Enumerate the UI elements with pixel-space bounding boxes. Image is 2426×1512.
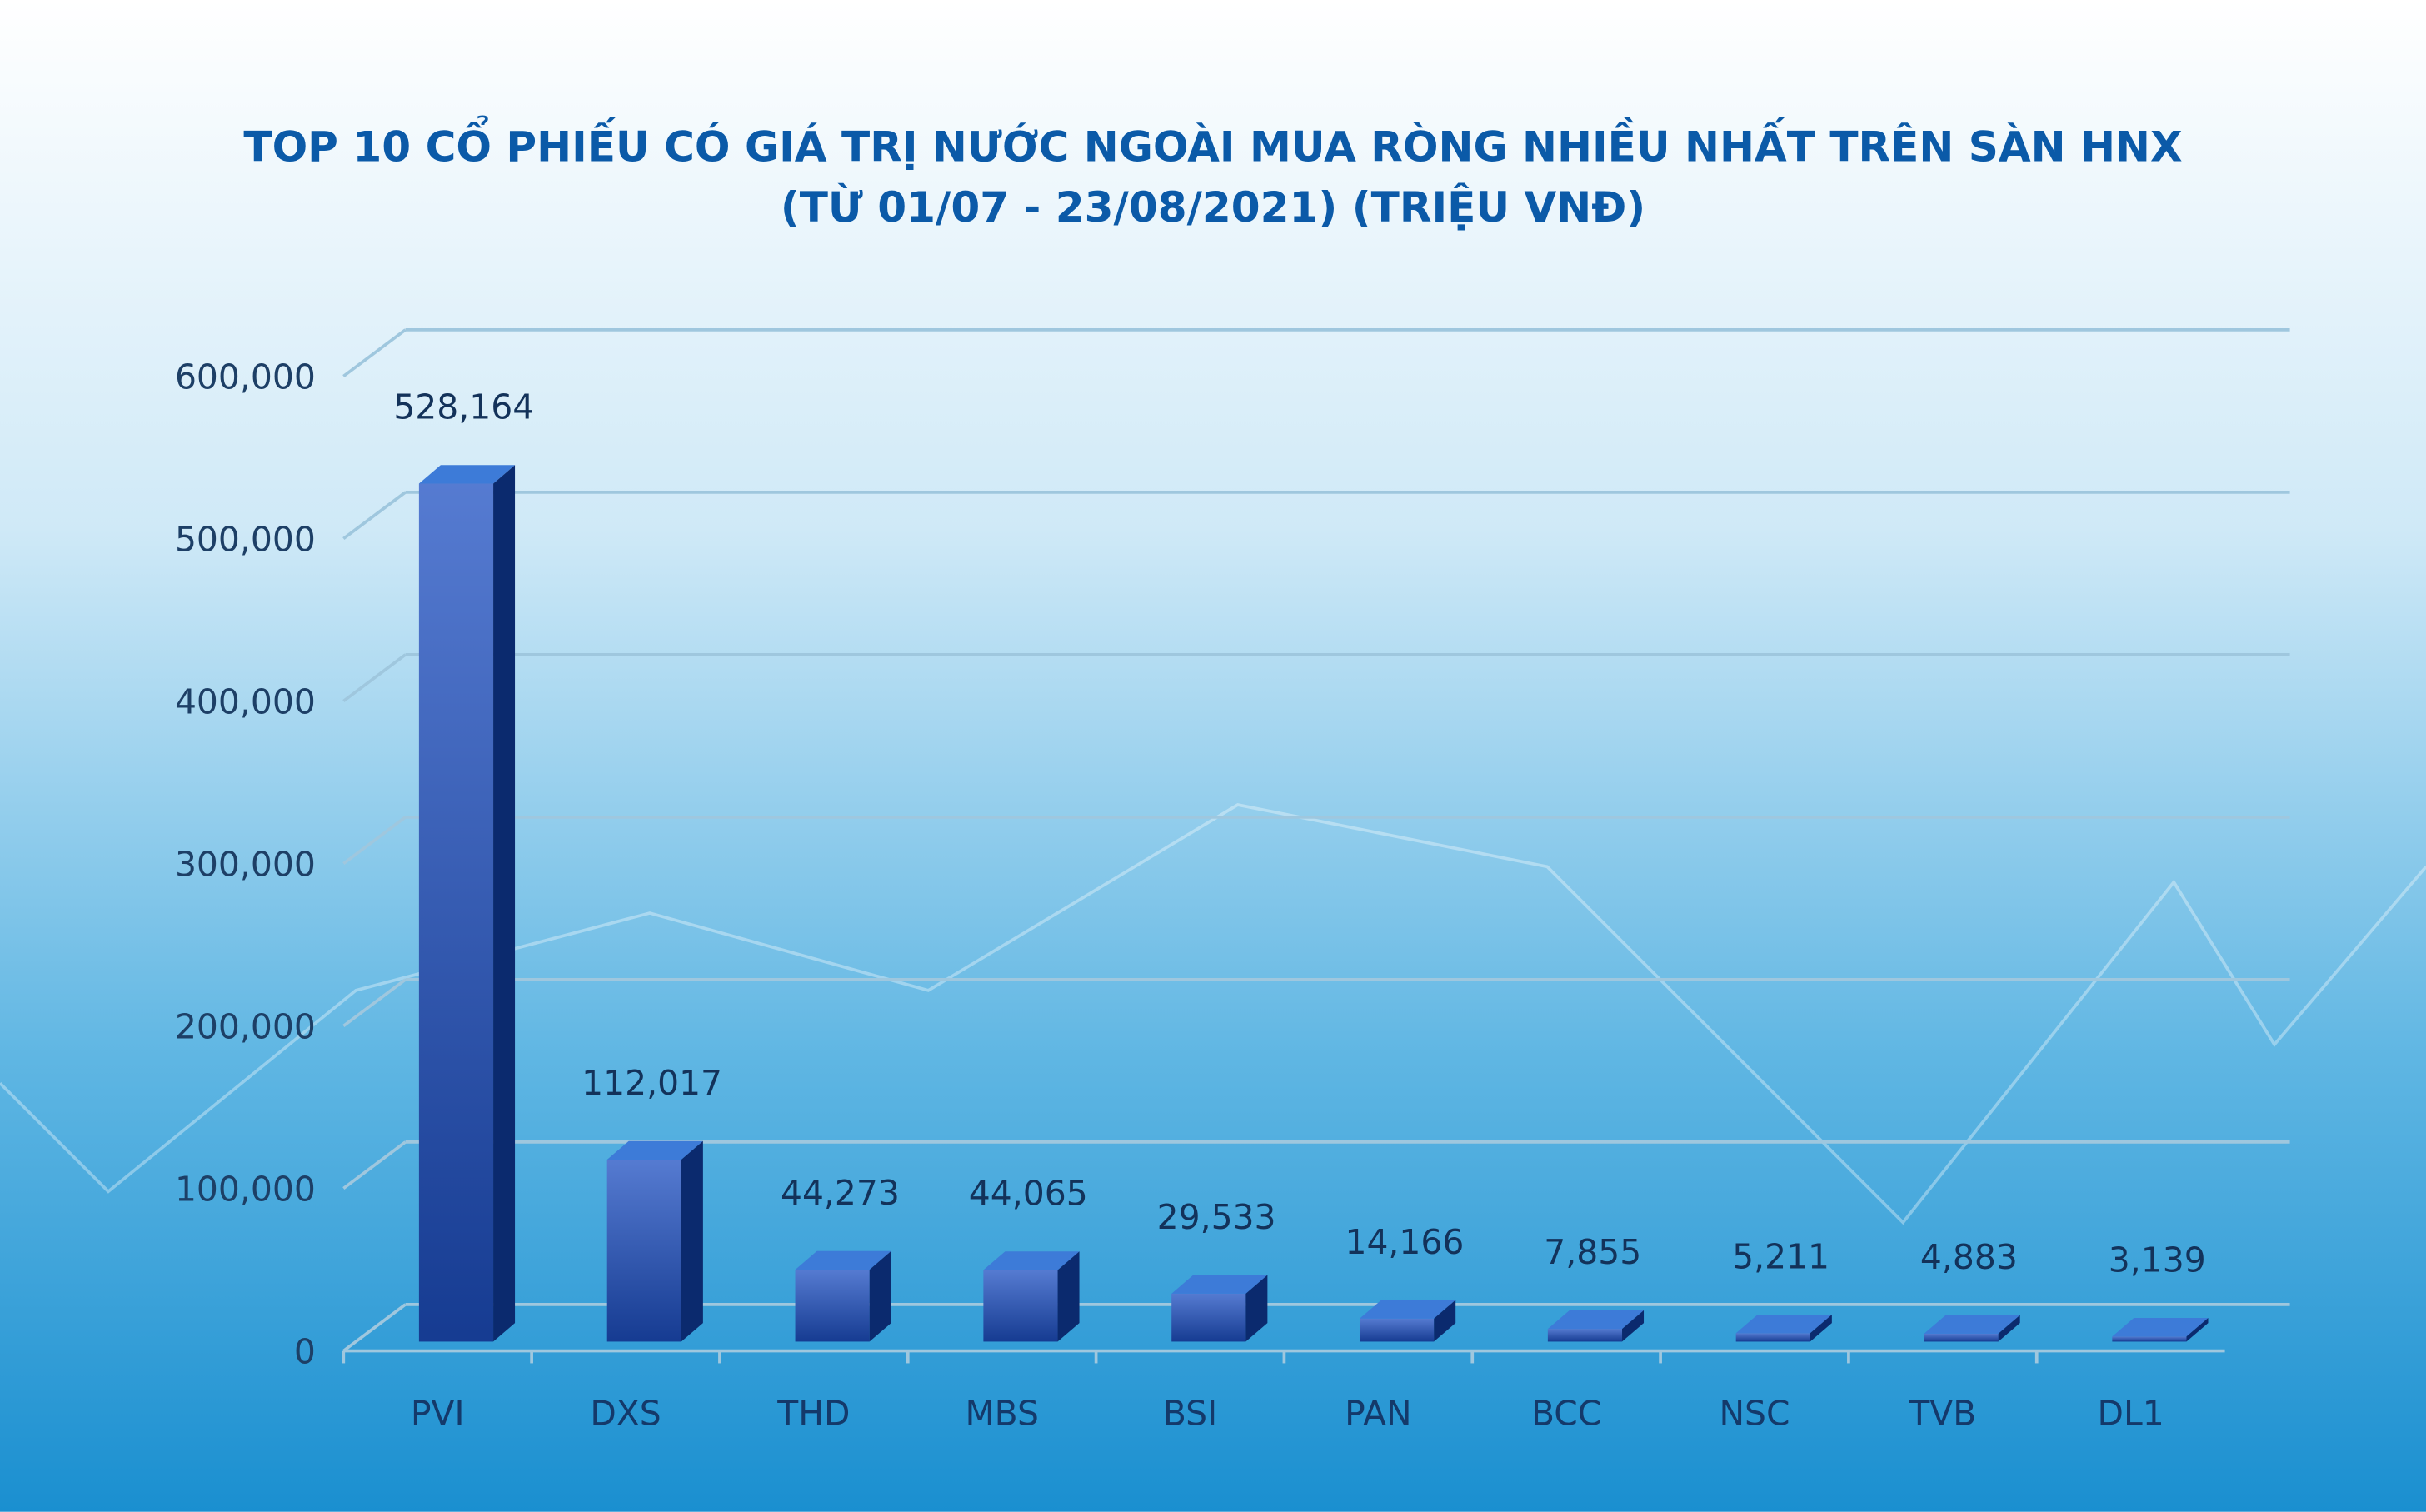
x-tick-label: PAN [1345, 1394, 1412, 1434]
x-tick-label: MBS [965, 1394, 1038, 1434]
bar [1547, 1310, 1645, 1342]
bar-shade [418, 483, 494, 1342]
plot: 0 100,000 200,000 300,000 400,000 500,000 600,… [175, 327, 2290, 1434]
bar-shade [1547, 1329, 1623, 1342]
y-tick-label: 500,000 [175, 519, 316, 559]
bar [418, 465, 516, 1342]
x-tick-label: NSC [1720, 1394, 1790, 1434]
bar [1171, 1275, 1268, 1342]
value-label: 5,211 [1732, 1236, 1829, 1276]
bar-side [1434, 1300, 1456, 1342]
y-tick-label: 100,000 [175, 1169, 316, 1209]
bar-shade [1924, 1333, 1999, 1342]
bar-side [869, 1250, 891, 1342]
grid-line-depth [342, 1303, 407, 1353]
value-label: 112,017 [582, 1063, 722, 1103]
bar-shade [1171, 1293, 1246, 1342]
bar [1735, 1314, 1832, 1342]
x-tick-label: BCC [1531, 1394, 1601, 1434]
bar-side [1998, 1315, 2020, 1342]
y-tick-label: 0 [294, 1331, 316, 1371]
x-tick-label: DXS [590, 1394, 661, 1434]
bar [2112, 1318, 2209, 1342]
x-tick-label: TVB [1908, 1394, 1976, 1434]
bar-shade [1735, 1333, 1810, 1342]
y-tick-label: 200,000 [175, 1006, 316, 1046]
grid-line-depth [342, 816, 407, 866]
bar-top [1360, 1300, 1456, 1319]
bar [983, 1251, 1080, 1342]
grid-line-depth [342, 328, 407, 378]
value-label: 7,855 [1544, 1232, 1641, 1272]
x-tick-label: BSI [1163, 1394, 1217, 1434]
bar-shade [983, 1270, 1058, 1342]
grid-line-depth [342, 978, 407, 1028]
bar-side [2186, 1318, 2209, 1342]
value-label: 29,533 [1157, 1197, 1276, 1237]
chart-title: TOP 10 CỔ PHIẾU CÓ GIÁ TRỊ NƯỚC NGOÀI MU… [243, 115, 2182, 171]
grid-line-depth [342, 1140, 407, 1190]
y-tick-label: 400,000 [175, 681, 316, 721]
x-tick-label: PVI [411, 1394, 465, 1434]
bar-top [1171, 1275, 1268, 1294]
bar-shade [795, 1270, 870, 1342]
grid-line-depth [342, 653, 407, 703]
bar-top [983, 1251, 1080, 1270]
bar-side [1057, 1251, 1080, 1342]
bar-top [1735, 1314, 1832, 1334]
bar [1924, 1315, 2020, 1342]
bar-side [1245, 1275, 1268, 1342]
bar-top [418, 465, 516, 484]
decoration-line [0, 803, 2426, 1225]
value-label: 3,139 [2109, 1240, 2206, 1280]
bar-top [606, 1140, 703, 1160]
value-label: 14,166 [1345, 1222, 1464, 1262]
bar-side [493, 465, 516, 1342]
bar-top [1924, 1315, 2020, 1334]
bar-side [1622, 1310, 1645, 1342]
y-tick-label: 300,000 [175, 844, 316, 884]
bar [1360, 1300, 1456, 1342]
bar-top [795, 1250, 891, 1270]
bar-side [1810, 1314, 1832, 1342]
grid-line-depth [342, 491, 407, 541]
value-label: 44,065 [969, 1174, 1088, 1214]
bar-shade [606, 1159, 681, 1342]
bar-shade [2112, 1336, 2187, 1342]
bar-shade [1360, 1318, 1435, 1342]
x-tick-label: DL1 [2098, 1394, 2164, 1434]
value-label: 528,164 [393, 387, 534, 427]
bar-top [2112, 1318, 2209, 1337]
y-tick-label: 600,000 [175, 357, 316, 397]
value-label: 4,883 [1920, 1237, 2018, 1277]
bar-top [1547, 1310, 1645, 1330]
chart-subtitle: (TỪ 01/07 - 23/08/2021) (TRIỆU VNĐ) [781, 182, 1645, 232]
bar [606, 1140, 703, 1342]
x-tick-label: THD [776, 1394, 850, 1434]
value-label: 44,273 [781, 1173, 900, 1213]
bar-side [681, 1140, 703, 1342]
bar [795, 1250, 891, 1342]
